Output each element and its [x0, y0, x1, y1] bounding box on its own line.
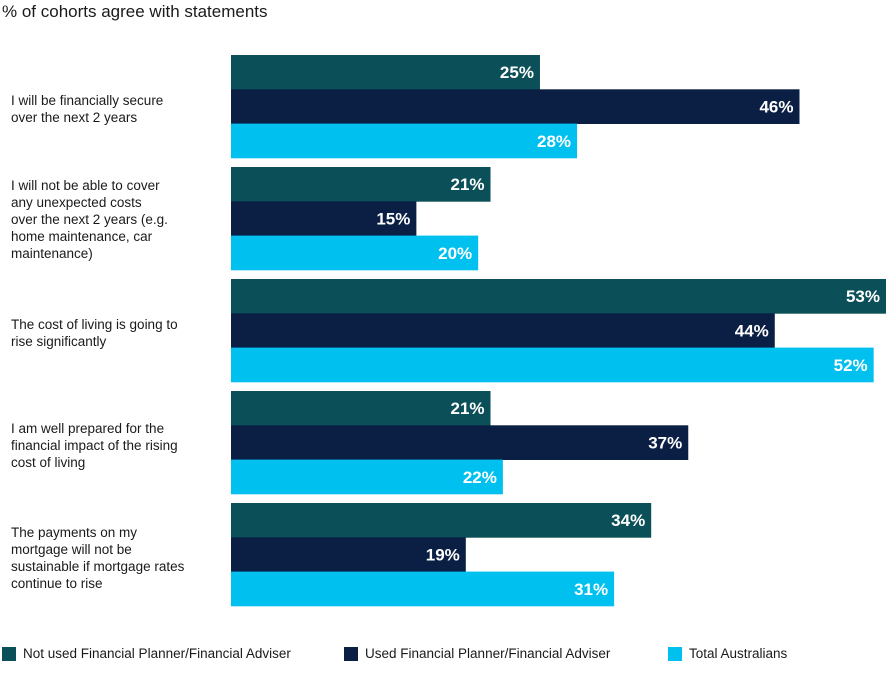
- legend-item: Total Australians: [668, 646, 787, 661]
- legend-item: Not used Financial Planner/Financial Adv…: [2, 646, 291, 661]
- chart-legend: Not used Financial Planner/Financial Adv…: [0, 646, 888, 666]
- category-label-line: I am well prepared for the: [11, 421, 165, 436]
- data-label-1-category-1: 25%: [500, 63, 534, 82]
- bar-1-category-2: [231, 167, 491, 202]
- category-label-line: The cost of living is going to: [11, 317, 178, 332]
- legend-swatch: [2, 646, 16, 661]
- data-label-2-category-5: 19%: [426, 545, 460, 564]
- bar-1-category-1: [231, 55, 540, 90]
- category-label: I will not be able to cover any unexpecte…: [11, 177, 211, 262]
- category-label-line: financial impact of the rising: [11, 438, 178, 453]
- bar-1-category-5: [231, 503, 652, 538]
- data-label-1-category-2: 21%: [450, 175, 484, 194]
- bar-3-category-5: [231, 571, 615, 607]
- legend-label: Not used Financial Planner/Financial Adv…: [23, 646, 291, 661]
- data-label-2-category-2: 15%: [376, 209, 410, 228]
- category-label-line: home maintenance, car: [11, 229, 153, 244]
- data-label-1-category-5: 34%: [611, 511, 645, 530]
- bar-2-category-3: [231, 313, 775, 348]
- bar-3-category-3: [231, 347, 874, 383]
- category-label-line: over the next 2 years (e.g.: [11, 212, 168, 227]
- bar-2-category-2: [231, 201, 417, 236]
- data-label-3-category-2: 20%: [438, 244, 472, 263]
- category-label-line: sustainable if mortgage rates: [11, 559, 185, 574]
- data-label-3-category-5: 31%: [574, 580, 608, 599]
- category-label-line: maintenance): [11, 246, 93, 261]
- data-label-2-category-1: 46%: [759, 97, 793, 116]
- category-label-line: I will not be able to cover: [11, 178, 160, 193]
- data-label-3-category-4: 22%: [463, 468, 497, 487]
- legend-label: Used Financial Planner/Financial Adviser: [365, 646, 611, 661]
- category-label-line: continue to rise: [11, 576, 103, 591]
- bar-3-category-4: [231, 459, 503, 495]
- data-label-3-category-1: 28%: [537, 132, 571, 151]
- category-label-line: The payments on my: [11, 525, 138, 540]
- data-label-3-category-3: 52%: [834, 356, 868, 375]
- chart-title: % of cohorts agree with statements: [2, 2, 268, 21]
- data-label-1-category-3: 53%: [846, 287, 880, 306]
- bar-2-category-4: [231, 425, 689, 460]
- category-label-line: rise significantly: [11, 334, 107, 349]
- bar-1-category-3: [231, 279, 886, 314]
- data-label-1-category-4: 21%: [450, 399, 484, 418]
- bar-2-category-1: [231, 89, 800, 124]
- legend-swatch: [344, 646, 358, 661]
- legend-label: Total Australians: [689, 646, 788, 661]
- category-label-line: I will be financially secure: [11, 93, 164, 108]
- category-label: I am well prepared for the financial impa…: [11, 420, 211, 471]
- bar-1-category-4: [231, 391, 491, 426]
- category-label: The payments on my mortgage will not be su…: [11, 524, 211, 592]
- bar-3-category-1: [231, 123, 578, 159]
- category-label-line: any unexpected costs: [11, 195, 142, 210]
- legend-item: Used Financial Planner/Financial Adviser: [344, 646, 610, 661]
- data-label-2-category-3: 44%: [735, 321, 769, 340]
- category-label-line: cost of living: [11, 455, 86, 470]
- bar-chart: 25% 46% 28% 21% 15% 20% 53% 44% 52% 21% 37% 22% 34% 1…: [231, 55, 886, 607]
- category-label: I will be financially secure over the nex…: [11, 92, 211, 126]
- category-label: The cost of living is going to rise signi…: [11, 316, 211, 350]
- legend-swatch: [668, 646, 682, 661]
- bar-3-category-2: [231, 235, 479, 271]
- data-label-2-category-4: 37%: [648, 433, 682, 452]
- category-label-line: mortgage will not be: [11, 542, 132, 557]
- category-label-line: over the next 2 years: [11, 110, 138, 125]
- bar-2-category-5: [231, 537, 466, 572]
